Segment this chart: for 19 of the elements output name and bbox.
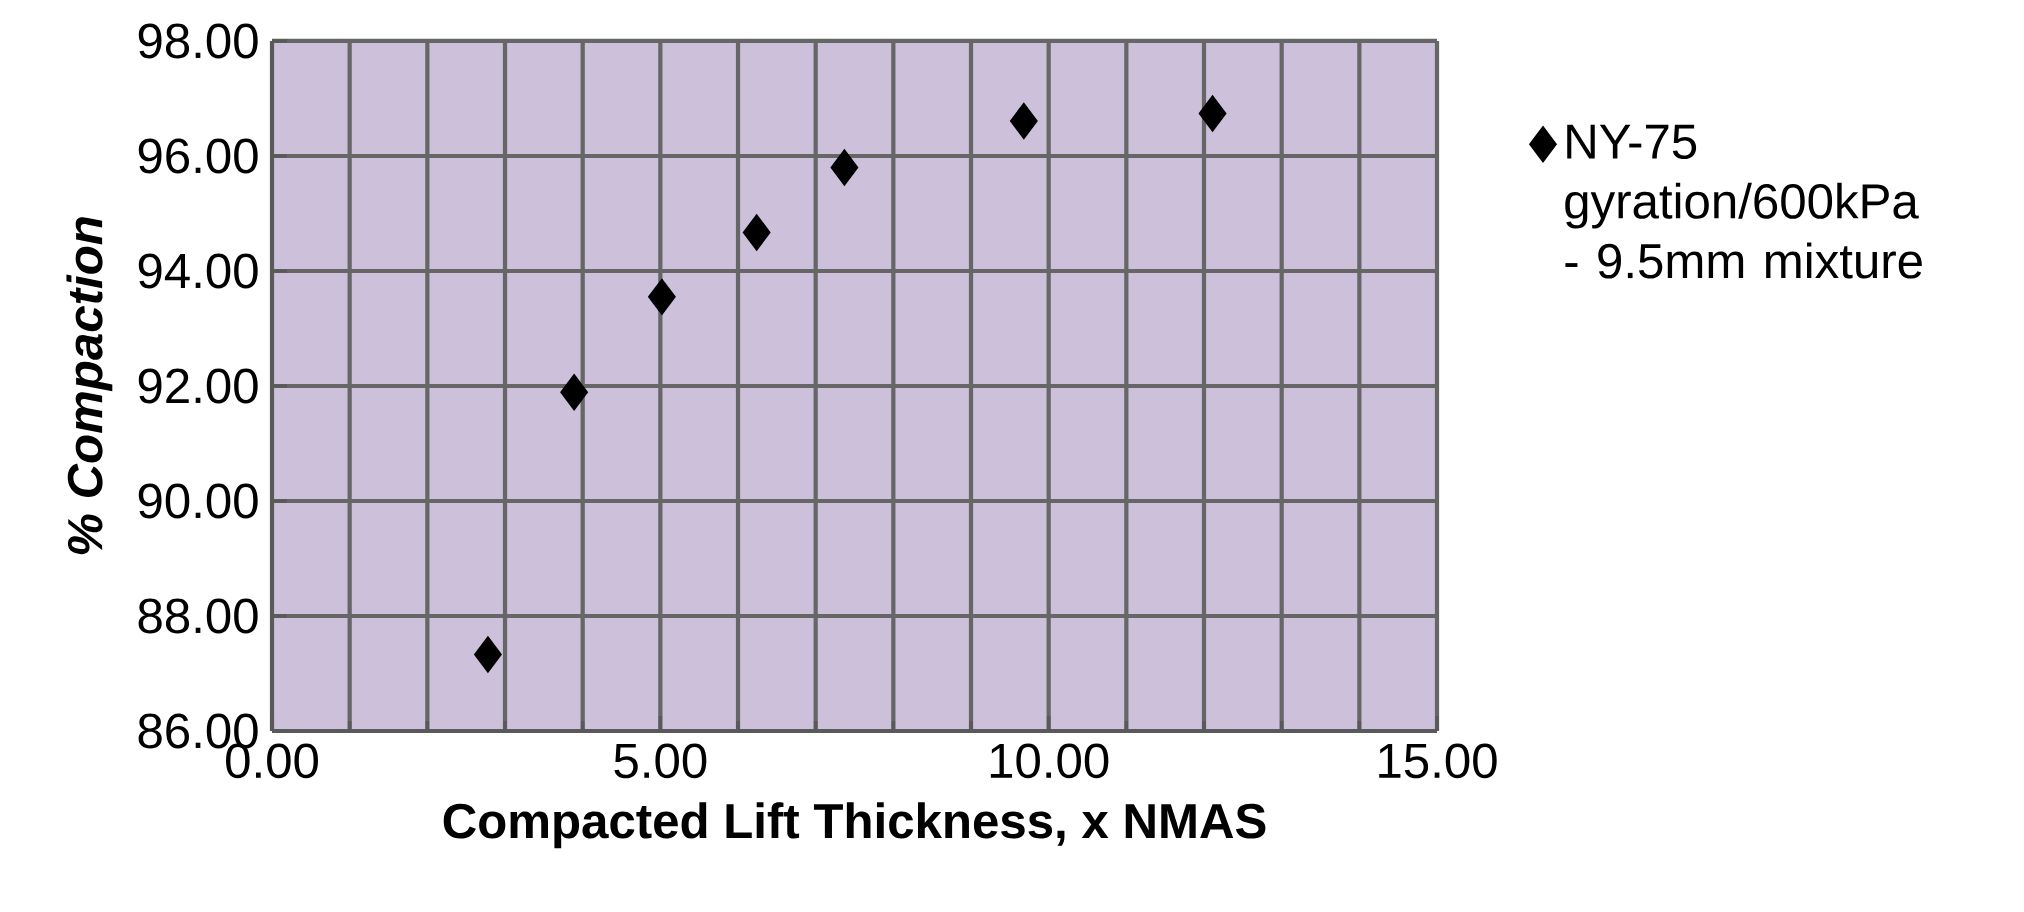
y-tick-label: 98.00 bbox=[138, 23, 258, 59]
y-tick-label: 92.00 bbox=[138, 368, 258, 404]
legend-label: NY-75 gyration/600kPa - 9.5mm mixture bbox=[1565, 124, 1922, 279]
point bbox=[742, 214, 771, 251]
x-tick-label: 10.00 bbox=[990, 743, 1109, 779]
y-tick-label: 90.00 bbox=[138, 483, 258, 519]
x-axis-title: Compacted Lift Thickness, x NMAS bbox=[443, 802, 1266, 849]
y-axis-title: % Compaction bbox=[66, 217, 113, 555]
x-tick-label: 15.00 bbox=[1379, 743, 1497, 779]
point bbox=[830, 149, 859, 186]
x-tick-label: 5.00 bbox=[614, 743, 707, 779]
point bbox=[474, 636, 502, 673]
point bbox=[648, 278, 676, 316]
y-tick-label: 96.00 bbox=[138, 138, 258, 174]
point bbox=[560, 374, 589, 411]
point bbox=[1009, 102, 1038, 140]
point bbox=[1198, 95, 1227, 132]
y-tick-label: 94.00 bbox=[138, 253, 258, 289]
y-tick-label: 88.00 bbox=[138, 598, 258, 634]
